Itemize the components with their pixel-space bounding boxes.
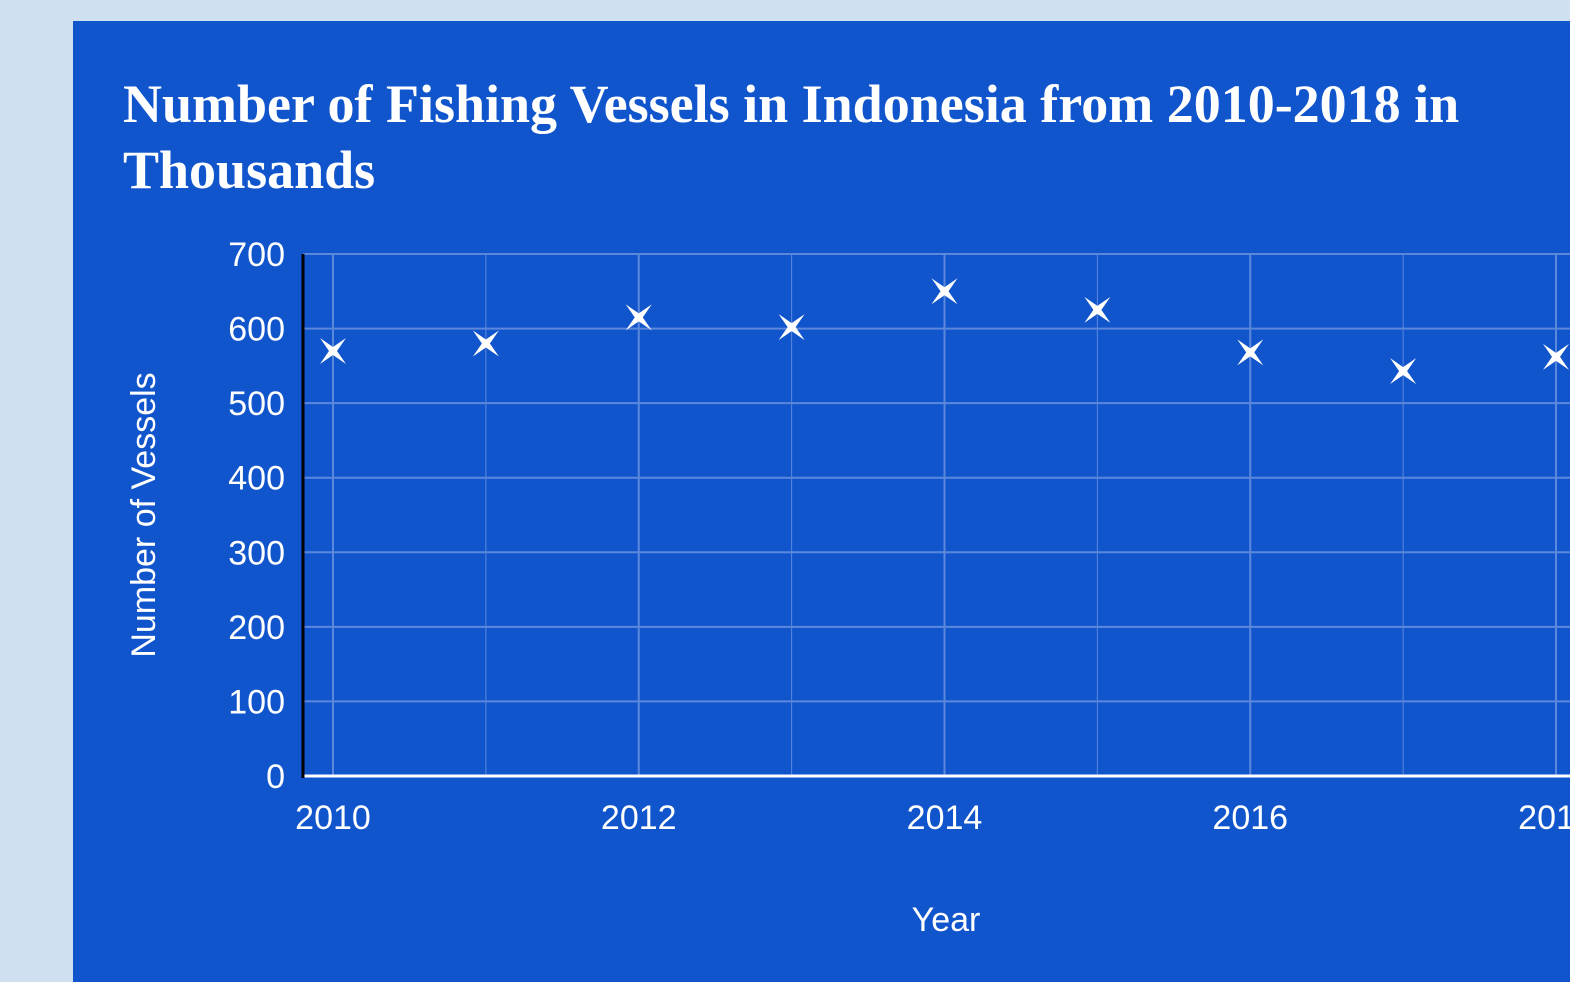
y-axis-title: Number of Vessels	[125, 372, 163, 657]
chart-panel: Number of Fishing Vessels in Indonesia f…	[73, 21, 1570, 982]
x-tick-label-2014: 2014	[907, 799, 983, 837]
x-tick-label-2016: 2016	[1212, 799, 1288, 837]
scatter-plot: 0 100 200 300 400 500 600 700 2010 2012 2014 2016 20…	[125, 236, 1570, 939]
y-tick-label-500: 500	[228, 385, 285, 423]
data-point-2016	[1237, 339, 1264, 366]
data-point-2018	[1543, 343, 1569, 370]
data-point-2017	[1390, 358, 1417, 385]
y-tick-label-400: 400	[228, 460, 285, 498]
y-tick-label-100: 100	[228, 683, 285, 721]
x-tick-label-2012: 2012	[601, 799, 677, 837]
x-tick-label-2010: 2010	[295, 799, 371, 837]
y-tick-label-0: 0	[266, 758, 285, 796]
y-tick-label-300: 300	[228, 534, 285, 572]
data-point-2012	[625, 304, 652, 331]
x-tick-label-2018: 2018	[1518, 799, 1570, 837]
y-tick-label-700: 700	[228, 236, 285, 274]
y-tick-label-200: 200	[228, 609, 285, 647]
data-point-2013	[778, 314, 805, 341]
x-axis-title: Year	[912, 901, 981, 939]
y-tick-label-600: 600	[228, 311, 285, 349]
data-point-2015	[1084, 296, 1111, 323]
chart-title: Number of Fishing Vessels in Indonesia f…	[123, 74, 1460, 200]
data-point-2010	[320, 337, 346, 364]
data-point-2014	[931, 278, 958, 305]
data-point-2011	[472, 330, 499, 357]
